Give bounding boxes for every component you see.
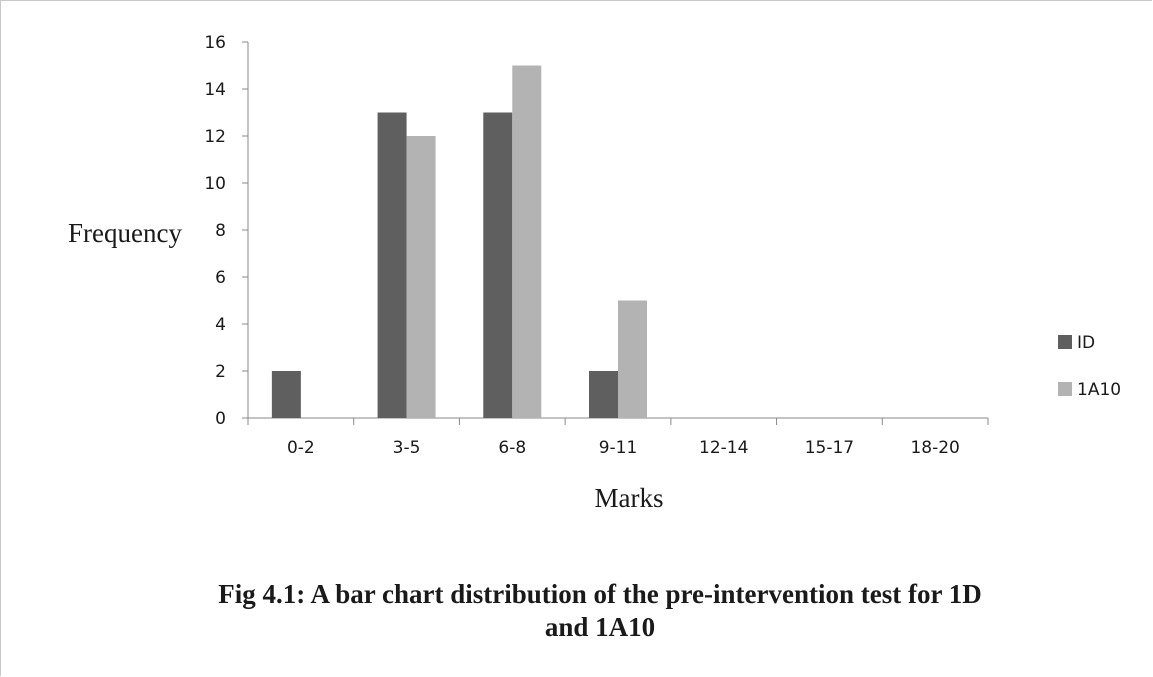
y-tick-label: 14 [204, 80, 226, 100]
bar-1a10-6-8 [512, 65, 542, 418]
bar-1a10-9-11 [618, 300, 647, 418]
caption-line-2: and 1A10 [544, 612, 656, 642]
legend-swatch-id [1058, 335, 1072, 349]
y-tick-label: 16 [204, 33, 226, 53]
y-tick-label: 4 [215, 315, 226, 335]
bar-id-0-2 [271, 371, 301, 418]
caption-line-1: Fig 4.1: A bar chart distribution of the… [218, 579, 982, 609]
x-tick-label: 18-20 [910, 438, 959, 458]
x-axis: 0-2 3-5 6-8 9-11 12-14 15-17 18-20 [247, 417, 989, 458]
bars [271, 65, 647, 418]
bar-id-3-5 [377, 112, 407, 418]
x-tick-label: 0-2 [287, 438, 315, 458]
y-tick-label: 2 [215, 362, 226, 382]
y-tick-label: 6 [215, 268, 226, 288]
y-tick-label: 12 [204, 127, 226, 147]
figure-caption: Fig 4.1: A bar chart distribution of the… [150, 578, 1050, 644]
x-tick-label: 3-5 [393, 438, 421, 458]
x-tick-label: 6-8 [498, 438, 526, 458]
bar-1a10-3-5 [406, 136, 436, 418]
y-tick-label: 0 [215, 409, 226, 429]
y-axis-title: Frequency [68, 218, 182, 248]
bar-id-9-11 [589, 371, 618, 418]
legend: ID 1A10 [1058, 333, 1121, 400]
legend-label-id: ID [1077, 333, 1095, 353]
y-axis: 0 2 4 6 8 10 12 14 16 [204, 33, 249, 429]
legend-label-1a10: 1A10 [1077, 380, 1121, 400]
x-axis-title: Marks [595, 483, 664, 513]
y-tick-label: 8 [215, 221, 226, 241]
bar-id-6-8 [483, 112, 513, 418]
legend-swatch-1a10 [1058, 382, 1072, 396]
x-tick-label: 9-11 [599, 438, 638, 458]
x-tick-label: 15-17 [805, 438, 854, 458]
y-tick-label: 10 [204, 174, 226, 194]
x-tick-label: 12-14 [699, 438, 748, 458]
